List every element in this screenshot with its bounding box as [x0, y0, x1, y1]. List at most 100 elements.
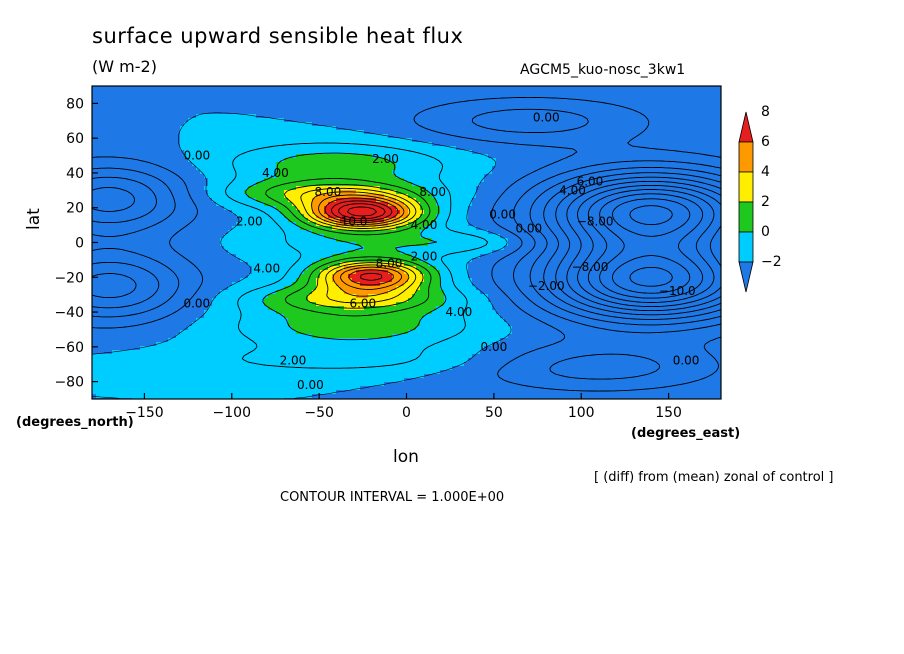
field-cell	[196, 102, 201, 107]
field-cell	[300, 166, 305, 171]
field-cell	[220, 258, 225, 263]
field-cell	[280, 354, 285, 359]
field-cell	[260, 182, 265, 187]
field-cell	[92, 166, 97, 171]
field-cell	[276, 178, 281, 183]
field-cell	[228, 102, 233, 107]
field-cell	[100, 150, 105, 155]
field-cell	[292, 250, 297, 255]
field-cell	[124, 146, 129, 151]
field-cell	[252, 254, 257, 259]
field-cell	[104, 98, 109, 103]
field-cell	[124, 178, 129, 183]
field-cell	[156, 122, 161, 127]
field-cell	[232, 366, 237, 371]
field-cell	[340, 250, 345, 255]
field-cell	[280, 110, 285, 115]
field-cell	[268, 190, 273, 195]
field-cell	[304, 90, 309, 95]
field-cell	[180, 370, 185, 375]
field-cell	[292, 166, 297, 171]
field-cell	[208, 318, 213, 323]
field-cell	[296, 146, 301, 151]
field-cell	[184, 346, 189, 351]
field-cell	[232, 290, 237, 295]
field-cell	[300, 250, 305, 255]
field-cell	[204, 170, 209, 175]
field-cell	[172, 194, 177, 199]
field-cell	[324, 142, 329, 147]
field-cell	[240, 150, 245, 155]
field-cell	[288, 330, 293, 335]
field-cell	[256, 182, 261, 187]
field-cell	[100, 286, 105, 291]
field-cell	[224, 234, 229, 239]
field-cell	[340, 354, 345, 359]
field-cell	[256, 162, 261, 167]
field-cell	[312, 98, 317, 103]
field-cell	[320, 94, 325, 99]
field-cell	[264, 290, 269, 295]
field-cell	[336, 358, 341, 363]
field-cell	[300, 302, 305, 307]
field-cell	[160, 270, 165, 275]
field-cell	[160, 134, 165, 139]
field-cell	[176, 374, 181, 379]
field-cell	[104, 114, 109, 119]
field-cell	[124, 222, 129, 227]
field-cell	[304, 326, 309, 331]
field-cell	[260, 158, 265, 163]
field-cell	[288, 298, 293, 303]
field-cell	[184, 358, 189, 363]
field-cell	[228, 322, 233, 327]
field-cell	[188, 266, 193, 271]
field-cell	[240, 202, 245, 207]
field-cell	[148, 314, 153, 319]
field-cell	[96, 230, 101, 235]
field-cell	[160, 242, 165, 247]
field-cell	[120, 214, 125, 219]
field-cell	[212, 146, 217, 151]
field-cell	[212, 202, 217, 207]
field-cell	[268, 382, 273, 387]
field-cell	[304, 258, 309, 263]
field-cell	[280, 294, 285, 299]
field-cell	[184, 126, 189, 131]
field-cell	[304, 126, 309, 131]
field-cell	[156, 270, 161, 275]
field-cell	[208, 170, 213, 175]
field-cell	[120, 230, 125, 235]
field-cell	[100, 386, 105, 391]
field-cell	[328, 242, 333, 247]
field-cell	[316, 330, 321, 335]
field-cell	[96, 322, 101, 327]
field-cell	[288, 290, 293, 295]
field-cell	[108, 138, 113, 143]
field-cell	[200, 322, 205, 327]
field-cell	[192, 310, 197, 315]
field-cell	[108, 338, 113, 343]
field-cell	[312, 86, 317, 91]
field-cell	[144, 338, 149, 343]
field-cell	[236, 278, 241, 283]
field-cell	[280, 138, 285, 143]
field-cell	[96, 182, 101, 187]
field-cell	[320, 170, 325, 175]
field-cell	[168, 250, 173, 255]
field-cell	[156, 218, 161, 223]
field-cell	[300, 142, 305, 147]
field-cell	[340, 178, 345, 183]
field-cell	[244, 342, 249, 347]
field-cell	[208, 118, 213, 123]
field-cell	[160, 202, 165, 207]
field-cell	[148, 94, 153, 99]
field-cell	[168, 314, 173, 319]
field-cell	[216, 94, 221, 99]
field-cell	[180, 114, 185, 119]
field-cell	[204, 86, 209, 91]
field-cell	[180, 326, 185, 331]
field-cell	[224, 326, 229, 331]
field-cell	[192, 342, 197, 347]
field-cell	[148, 206, 153, 211]
field-cell	[220, 354, 225, 359]
